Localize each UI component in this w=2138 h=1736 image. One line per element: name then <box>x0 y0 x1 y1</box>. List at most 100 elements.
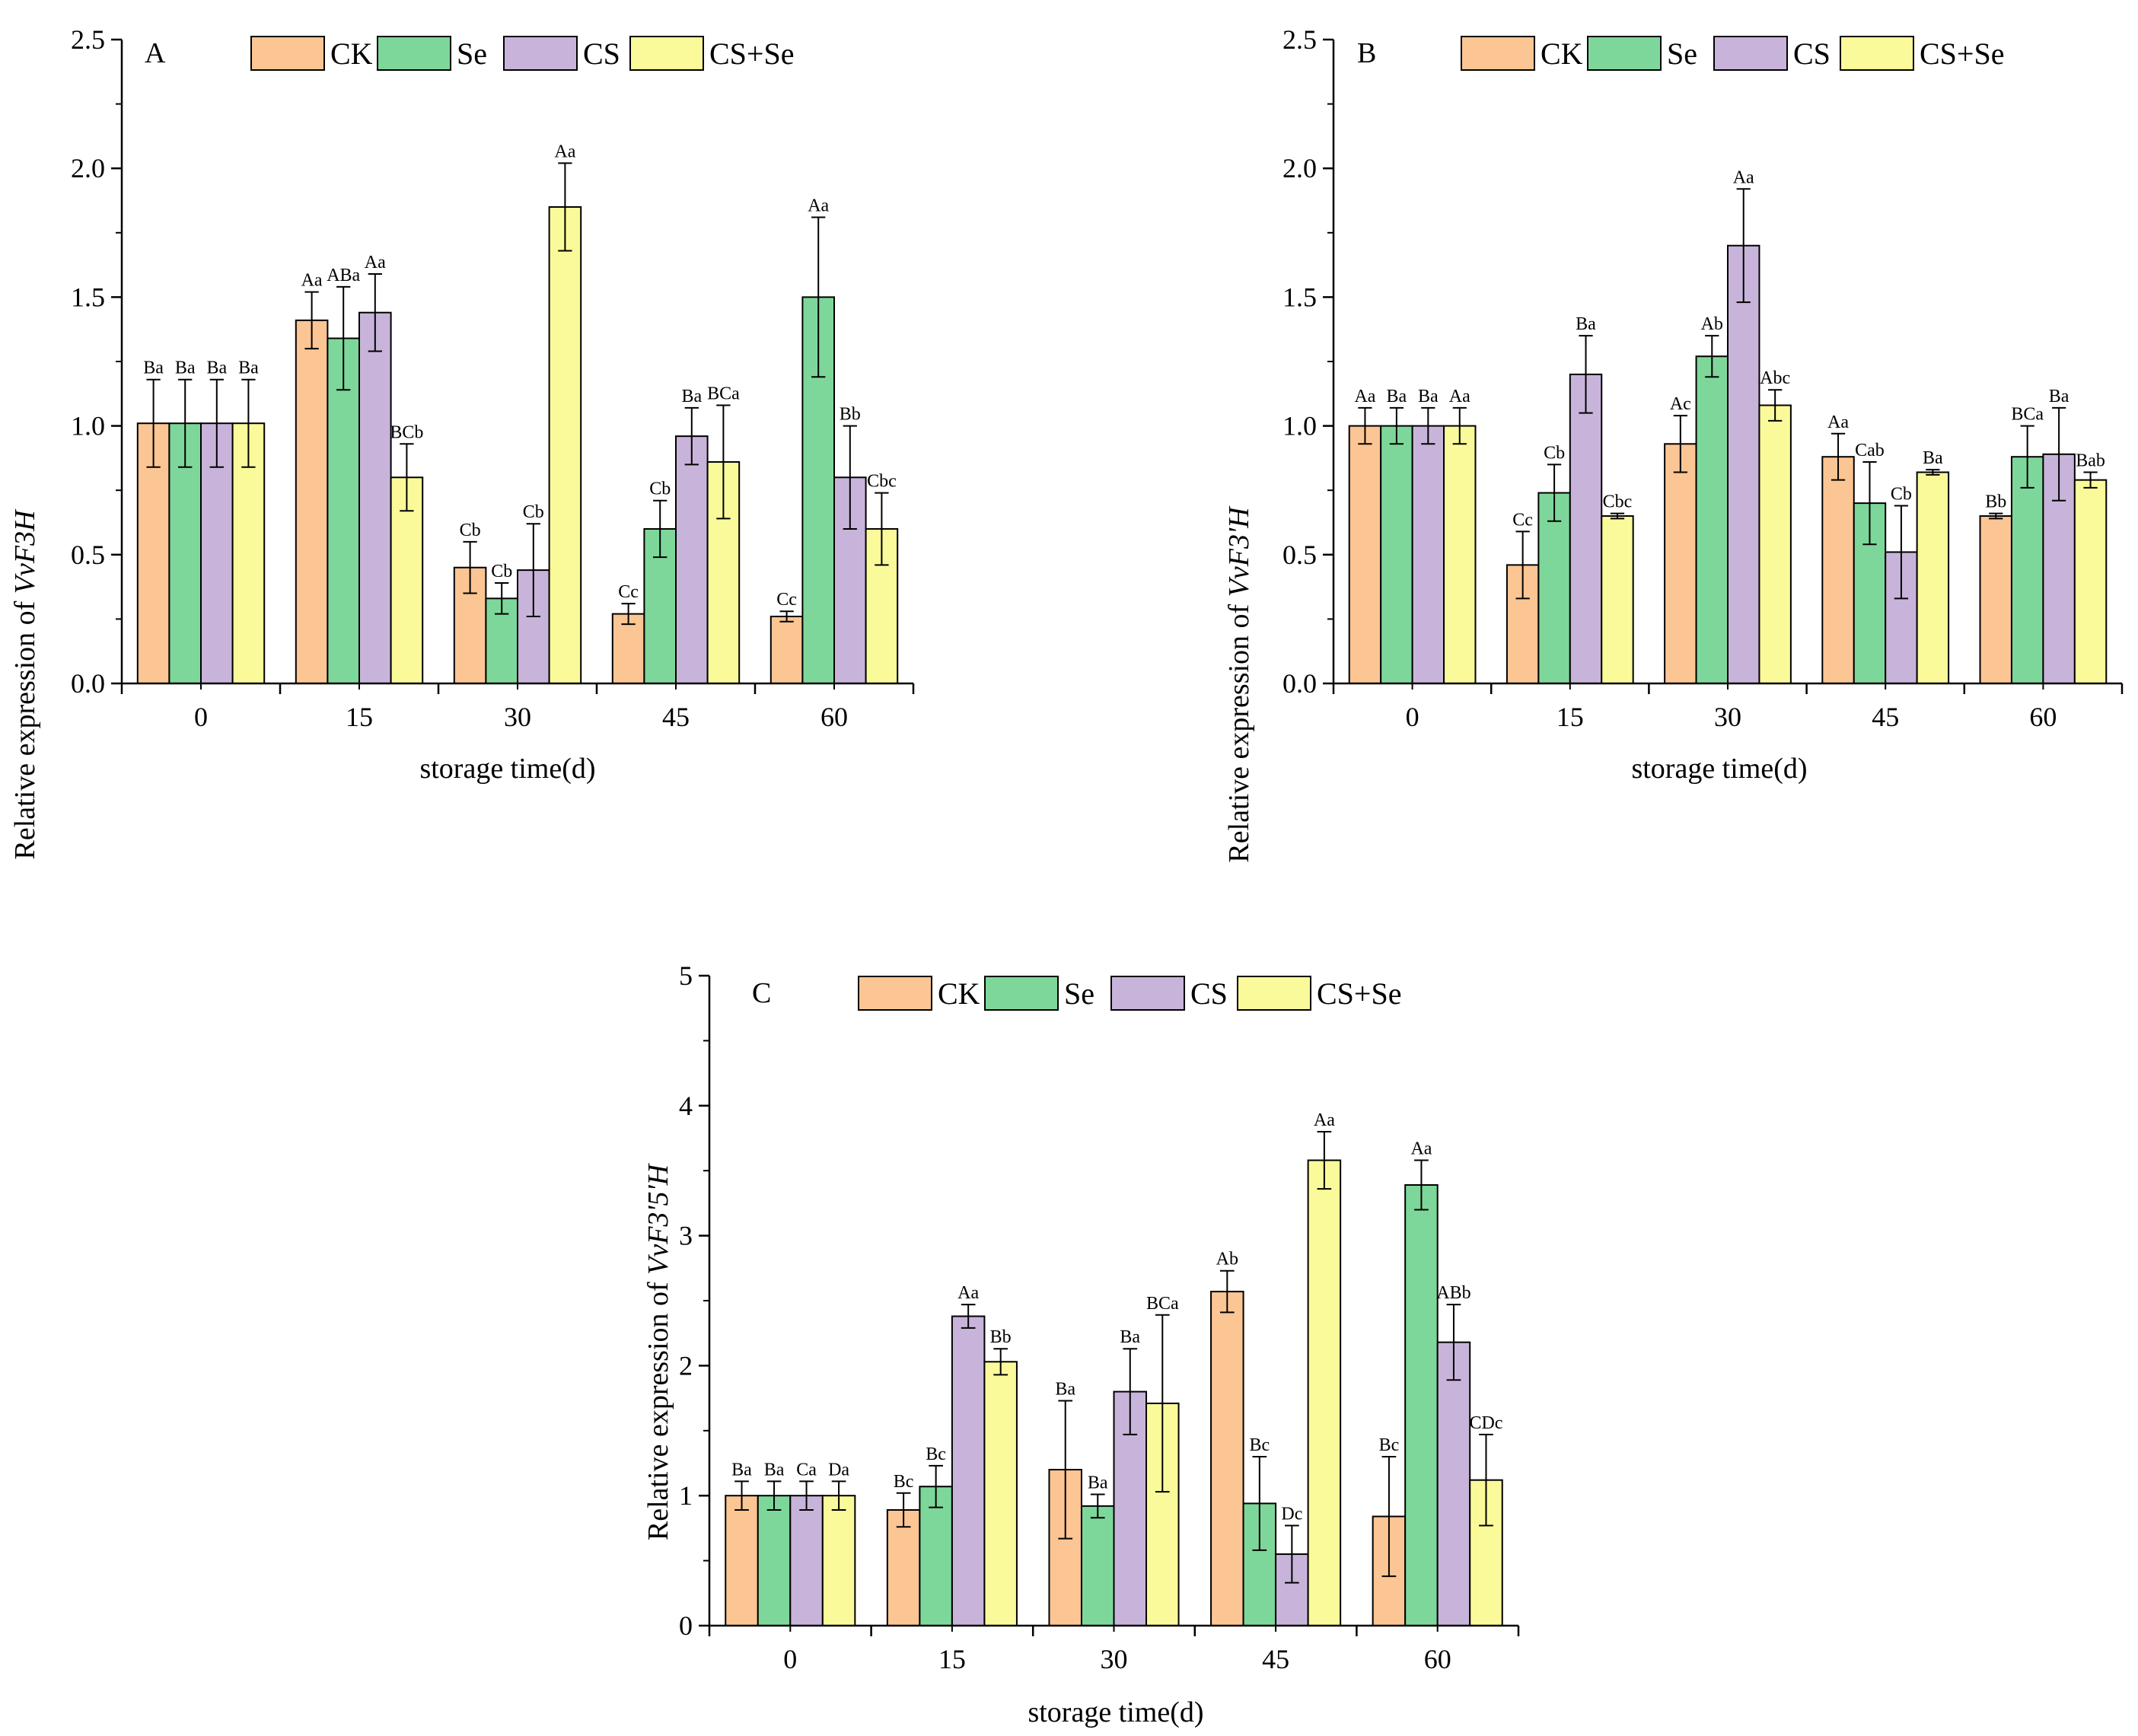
significance-label: BCa <box>1146 1294 1179 1314</box>
bar-se-15 <box>327 337 360 684</box>
bar-cs-se-30 <box>548 205 582 684</box>
significance-label: Ba <box>206 358 227 378</box>
x-tick-label: 60 <box>820 702 848 732</box>
x-tick-label: 15 <box>346 702 373 732</box>
panel-letter: B <box>1357 37 1376 69</box>
bar-cs-0 <box>789 1495 824 1626</box>
significance-label: Da <box>828 1460 849 1480</box>
significance-label: Ac <box>1670 394 1691 414</box>
legend-label: CS <box>1793 37 1831 71</box>
panel-c: C Relative expression of VvF3'5'H storag… <box>642 960 1520 1728</box>
bar-cs-45 <box>675 435 709 684</box>
significance-label: Cb <box>460 521 481 540</box>
significance-label: CDc <box>1469 1413 1502 1433</box>
significance-label: BCa <box>707 384 740 404</box>
bar-cs-0 <box>1411 425 1445 684</box>
significance-label: ABb <box>1436 1283 1470 1303</box>
legend-swatch-se <box>984 976 1059 1011</box>
significance-label: Aa <box>554 142 575 161</box>
bar-se-60 <box>2010 456 2044 684</box>
y-tick-label: 0.5 <box>1282 540 1317 570</box>
significance-label: Ba <box>764 1460 785 1480</box>
x-tick-label: 30 <box>504 702 531 732</box>
significance-label: Aa <box>301 271 323 291</box>
legend-label: Se <box>457 37 487 71</box>
bar-se-30 <box>485 597 519 684</box>
significance-label: Ab <box>1216 1250 1238 1269</box>
significance-label: Ba <box>238 358 259 378</box>
x-tick-label: 30 <box>1101 1644 1128 1674</box>
significance-label: Cb <box>649 479 671 499</box>
y-tick-label: 1.5 <box>1282 282 1317 312</box>
x-tick-label: 15 <box>938 1644 966 1674</box>
legend-swatch-ck <box>858 976 932 1011</box>
significance-label: ABa <box>327 266 360 285</box>
bar-ck-60 <box>769 616 804 684</box>
significance-label: Aa <box>1354 387 1375 406</box>
significance-label: Cc <box>1512 510 1533 530</box>
y-tick-label: 1.5 <box>71 282 105 312</box>
panel-b: B Relative expression of VvF3'H storage … <box>1223 24 2124 863</box>
significance-label: Ca <box>796 1460 817 1480</box>
legend-swatch-cs-se <box>1840 36 1914 71</box>
x-tick-label: 15 <box>1557 702 1584 732</box>
y-tick-label: 1 <box>679 1480 693 1511</box>
legend-label: Se <box>1064 976 1094 1011</box>
y-tick-label: 2.5 <box>71 24 105 55</box>
bar-cs-se-15 <box>983 1361 1018 1626</box>
y-tick-label: 0.5 <box>71 540 105 570</box>
bar-cs-se-0 <box>821 1495 856 1626</box>
significance-label: Dc <box>1281 1504 1302 1524</box>
bar-ck-30 <box>1664 443 1697 685</box>
y-tick-label: 2.0 <box>71 153 105 183</box>
significance-label: Aa <box>1410 1139 1432 1159</box>
bar-cs-se-45 <box>1916 471 1950 685</box>
significance-label: BCb <box>390 422 423 442</box>
significance-label: Ba <box>731 1460 752 1480</box>
x-tick-label: 0 <box>1406 702 1419 732</box>
significance-label: Bb <box>990 1327 1012 1347</box>
bar-ck-0 <box>725 1495 759 1626</box>
bar-ck-15 <box>886 1508 921 1627</box>
significance-label: Cb <box>523 502 544 522</box>
bar-cs-se-30 <box>1145 1402 1180 1626</box>
bar-cs-60 <box>1436 1341 1471 1626</box>
significance-label: BCa <box>2011 405 2044 425</box>
y-axis-title-gene: VvF3H <box>9 508 41 594</box>
legend-label: CS+Se <box>1920 37 2004 71</box>
significance-label: Bc <box>894 1472 914 1492</box>
bar-ck-15 <box>295 319 329 684</box>
x-tick-label: 60 <box>1424 1644 1451 1674</box>
plot-area: Ba Aa Cb Cc Cc Ba ABa Cb Cb Aa Ba Aa Cb Ba Bb Ba BCb Aa BC… <box>71 24 915 732</box>
significance-label: Ba <box>1418 387 1439 406</box>
x-axis-title: storage time(d) <box>1028 1696 1203 1728</box>
y-tick-label: 2 <box>679 1350 693 1381</box>
significance-label: Aa <box>1733 167 1754 187</box>
significance-label: Cb <box>491 562 512 581</box>
legend-swatch-cs <box>1713 36 1788 71</box>
significance-label: Cbc <box>867 472 897 492</box>
bar-se-30 <box>1695 355 1729 684</box>
x-tick-label: 0 <box>194 702 208 732</box>
significance-label: Aa <box>1827 412 1849 432</box>
x-tick-label: 0 <box>783 1644 797 1674</box>
significance-label: Ba <box>175 358 196 378</box>
significance-label: Cb <box>1891 485 1912 505</box>
x-axis-title: storage time(d) <box>1631 753 1807 785</box>
bar-cs-15 <box>951 1315 986 1626</box>
bar-cs-se-60 <box>2073 479 2108 684</box>
bar-cs-se-0 <box>1443 425 1477 684</box>
bar-cs-se-30 <box>1758 404 1792 684</box>
bar-cs-se-15 <box>1601 515 1634 684</box>
bar-se-0 <box>757 1495 792 1626</box>
y-tick-label: 4 <box>679 1091 693 1121</box>
significance-label: Bc <box>926 1445 946 1464</box>
bar-cs-se-45 <box>1307 1159 1342 1626</box>
significance-label: Cab <box>1855 441 1885 460</box>
legend-label: CK <box>330 37 373 71</box>
x-axis-title: storage time(d) <box>419 753 595 785</box>
y-axis-title: Relative expression of VvF3'H <box>1223 505 1255 863</box>
x-tick-label: 45 <box>1262 1644 1289 1674</box>
y-tick-label: 0.0 <box>1282 668 1317 699</box>
